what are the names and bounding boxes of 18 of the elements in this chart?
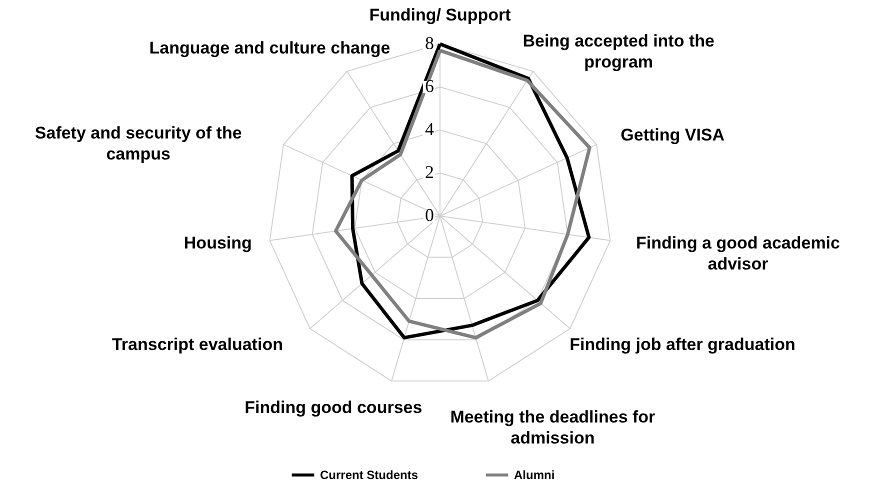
y-tick-label: 8 xyxy=(425,33,434,53)
y-tick-label: 4 xyxy=(425,119,434,139)
spoke-label: Housing xyxy=(184,233,252,252)
y-tick-label: 6 xyxy=(425,76,434,96)
spoke-label: Transcript evaluation xyxy=(112,334,283,354)
y-tick-label: 0 xyxy=(425,205,434,225)
spoke-label: Finding good courses xyxy=(244,398,422,417)
legend-label: Alumni xyxy=(514,468,555,481)
legend-label: Current Students xyxy=(320,468,418,481)
spoke-label: Meeting the deadlines for admission xyxy=(450,408,656,448)
y-tick-label: 2 xyxy=(425,162,434,182)
spoke-label: Getting VISA xyxy=(620,125,725,144)
spoke-label: Funding/ Support xyxy=(369,6,512,24)
spoke-label: Language and culture change xyxy=(149,38,390,58)
spoke-label: Safety and security of the campus xyxy=(34,123,242,164)
spoke-label: Being accepted into the program xyxy=(522,31,714,72)
spoke-label: Finding a good academic advisor xyxy=(636,233,840,274)
spoke-label: Finding job after graduation xyxy=(570,334,796,354)
